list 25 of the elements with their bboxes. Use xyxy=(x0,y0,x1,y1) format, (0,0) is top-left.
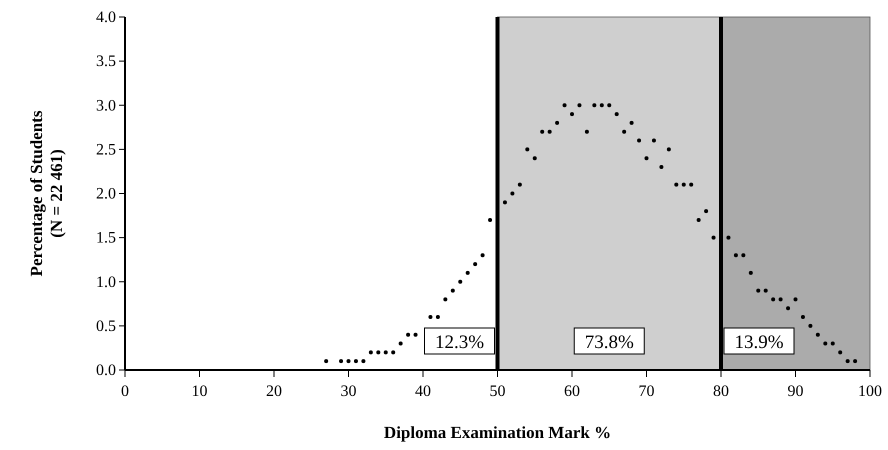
annotation: 12.3% xyxy=(434,332,484,353)
y-tick-label: 2.0 xyxy=(96,186,116,202)
band-label: 13.9% xyxy=(734,332,784,353)
x-tick-label: 30 xyxy=(340,383,356,400)
y-tick-label: 1.0 xyxy=(96,274,116,291)
y-tick-label: 3.5 xyxy=(96,53,116,70)
y-tick-label: 1.5 xyxy=(96,230,116,247)
x-tick-label: 90 xyxy=(788,383,804,400)
x-tick-label: 80 xyxy=(713,383,729,400)
x-tick-label: 50 xyxy=(490,383,506,400)
x-tick-label: 20 xyxy=(266,383,282,400)
x-tick-label: 40 xyxy=(415,383,431,400)
x-tick-label: 60 xyxy=(564,383,580,400)
y-tick-label: 3.0 xyxy=(96,97,116,114)
x-tick-label: 10 xyxy=(192,383,208,400)
y-tick-label: 4.0 xyxy=(96,9,116,26)
x-tick-label: 100 xyxy=(858,383,882,400)
y-tick-label: 0.0 xyxy=(96,362,116,379)
y-axis-title: Percentage of Students (N = 22 461) xyxy=(27,110,66,276)
x-tick-label: 70 xyxy=(638,383,654,400)
y-tick-label: 2.5 xyxy=(96,141,116,158)
y-tick-label: 0.5 xyxy=(96,318,116,335)
x-tick-label: 0 xyxy=(121,383,129,400)
x-axis-title: Diploma Examination Mark % xyxy=(384,423,612,442)
band-label: 73.8% xyxy=(584,332,634,353)
